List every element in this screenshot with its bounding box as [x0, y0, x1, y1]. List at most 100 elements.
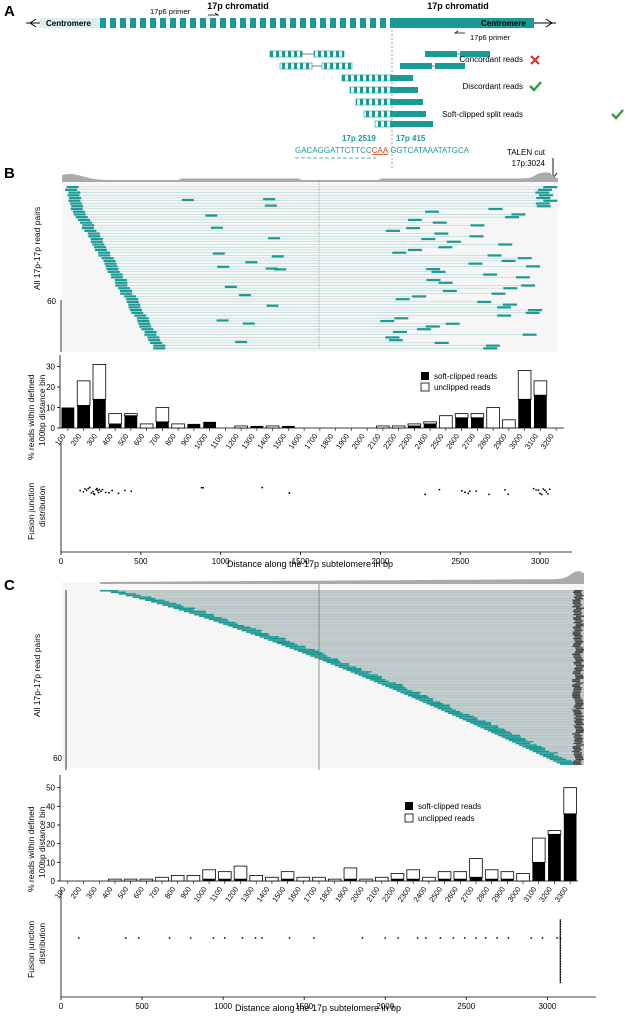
read-left — [543, 755, 559, 757]
junction-point — [540, 493, 543, 496]
bar-soft-clipped — [455, 417, 468, 428]
bar-x-tick-label: 1800 — [318, 432, 335, 451]
read-right — [575, 594, 584, 597]
junction-point — [537, 489, 540, 492]
bar-soft-clipped — [518, 399, 531, 428]
read-left — [362, 675, 382, 678]
read-left — [529, 749, 545, 751]
bar-y-tick-label: 30 — [46, 363, 55, 372]
read-right — [395, 298, 410, 301]
read-left — [67, 194, 80, 197]
bar-soft-clipped — [282, 425, 295, 428]
read-left — [522, 745, 542, 748]
read-right — [394, 317, 409, 320]
read-pair-span — [218, 621, 584, 624]
read-right — [573, 621, 582, 624]
junction-point — [530, 937, 533, 939]
read-pair-span — [227, 625, 584, 627]
read-right — [572, 653, 581, 656]
read-left — [430, 704, 450, 707]
read-left — [350, 671, 372, 673]
read-right — [477, 300, 492, 303]
junction-point — [467, 492, 470, 495]
read-left — [245, 261, 258, 264]
read-left — [484, 728, 505, 730]
junction-point-stack — [559, 951, 562, 953]
bar-unclipped — [155, 407, 170, 423]
bar-x-tick-label: 1600 — [287, 432, 304, 451]
read-pair-span — [125, 594, 584, 597]
bar-unclipped — [171, 423, 185, 429]
read-left — [477, 725, 499, 727]
bar-x-tick-label: 3000 — [507, 432, 524, 451]
junction-point-stack — [559, 959, 562, 961]
read-left — [250, 632, 269, 635]
read-pair-span — [487, 730, 584, 732]
read-left — [124, 295, 137, 298]
read-left — [144, 330, 157, 334]
panel-b-legend-unclipped: unclipped reads — [434, 383, 490, 392]
read-pair-span — [466, 720, 584, 722]
read-pair-span — [232, 626, 585, 629]
read-right — [575, 744, 584, 746]
read-right — [573, 613, 582, 616]
split-read-left — [355, 98, 393, 106]
discordant-read-left — [400, 63, 432, 69]
read-left — [114, 278, 127, 282]
junction-point-stack — [559, 957, 562, 960]
bar-unclipped — [517, 370, 532, 400]
read-left — [131, 311, 144, 314]
bar-x-tick-label: 900 — [179, 432, 194, 447]
bar-unclipped — [265, 876, 279, 882]
read-pair-span — [522, 745, 584, 748]
split-read-left — [363, 110, 393, 118]
read-pair-span — [539, 753, 584, 756]
read-left — [246, 631, 262, 633]
bar-soft-clipped — [423, 423, 437, 428]
read-left — [532, 750, 550, 753]
read-right — [575, 715, 584, 718]
scatter-x-tick-label: 2500 — [457, 1002, 475, 1011]
bar-soft-clipped — [234, 879, 247, 881]
bar-x-tick-label: 1300 — [239, 885, 256, 904]
junction-point-stack — [559, 930, 562, 932]
read-pair-span — [302, 652, 584, 654]
read-right — [573, 637, 582, 640]
junction-point — [137, 937, 140, 939]
read-pair-span — [326, 661, 584, 664]
bar-x-tick-label: 3200 — [539, 432, 556, 451]
read-pair-span — [529, 749, 584, 751]
junction-point — [101, 488, 104, 491]
read-left — [448, 712, 463, 715]
read-left — [519, 744, 537, 746]
read-pair-span — [213, 620, 584, 622]
read-right — [470, 224, 485, 227]
bar-unclipped — [76, 380, 91, 406]
split-read-right — [392, 111, 426, 117]
read-pair-span — [543, 755, 584, 757]
read-right — [525, 311, 540, 314]
read-pair-span — [373, 680, 584, 683]
read-left — [358, 674, 379, 676]
read-left — [153, 347, 166, 350]
junction-point — [189, 937, 192, 939]
read-right — [574, 734, 583, 737]
read-right — [511, 213, 526, 216]
read-right — [488, 207, 503, 211]
read-right — [438, 246, 453, 249]
read-left — [318, 658, 339, 660]
bar-soft-clipped — [344, 879, 357, 881]
read-right — [572, 685, 581, 687]
bar-soft-clipped — [408, 425, 421, 428]
bar-unclipped — [454, 413, 469, 419]
bar-x-tick-label: 2100 — [364, 885, 381, 904]
read-pair-span — [255, 634, 585, 637]
junction-point-stack — [559, 960, 562, 963]
bar-x-tick-label: 1200 — [224, 432, 241, 451]
junction-point — [223, 937, 226, 939]
bar-soft-clipped — [471, 417, 484, 428]
read-right — [574, 757, 583, 759]
read-left — [181, 198, 194, 202]
bar-soft-clipped — [485, 879, 499, 881]
read-left — [194, 613, 214, 616]
